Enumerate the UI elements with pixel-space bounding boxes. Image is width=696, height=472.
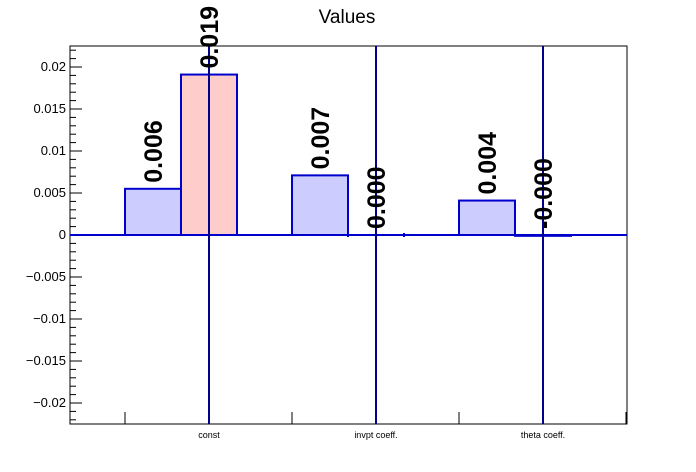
y-tick-label: 0.01 (41, 143, 66, 158)
x-tick-label: const (198, 430, 220, 440)
x-tick-label: theta coeff. (521, 430, 565, 440)
x-axis: const invpt coeff. theta coeff. (124, 412, 627, 440)
bar (458, 199, 516, 236)
data-label: 0.000 (363, 166, 391, 229)
data-labels: 0.006 0.007 0.004 0.019 0.000 -0.000 (140, 6, 558, 229)
y-tick-label: 0.02 (41, 59, 66, 74)
bar (291, 174, 349, 236)
bars (124, 73, 572, 237)
y-tick-label: 0.005 (33, 185, 66, 200)
bar (124, 187, 182, 237)
x-tick-label: invpt coeff. (354, 430, 397, 440)
data-label: 0.019 (196, 6, 224, 69)
y-tick-label: −0.005 (26, 269, 66, 284)
data-label: 0.006 (140, 120, 168, 183)
y-axis: −0.02 −0.015 −0.01 −0.005 0 0.005 0.01 0.015 0.0… (26, 49, 82, 421)
y-tick-label: −0.015 (26, 353, 66, 368)
data-label: 0.007 (307, 107, 335, 170)
overlay-lines (70, 46, 627, 424)
y-tick-label: 0 (59, 227, 66, 242)
chart-title: Values (319, 7, 376, 28)
y-tick-label: −0.01 (33, 311, 66, 326)
data-label: 0.004 (474, 132, 502, 195)
y-tick-label: −0.02 (33, 395, 66, 410)
data-label: -0.000 (530, 158, 558, 229)
y-tick-label: 0.015 (33, 101, 66, 116)
